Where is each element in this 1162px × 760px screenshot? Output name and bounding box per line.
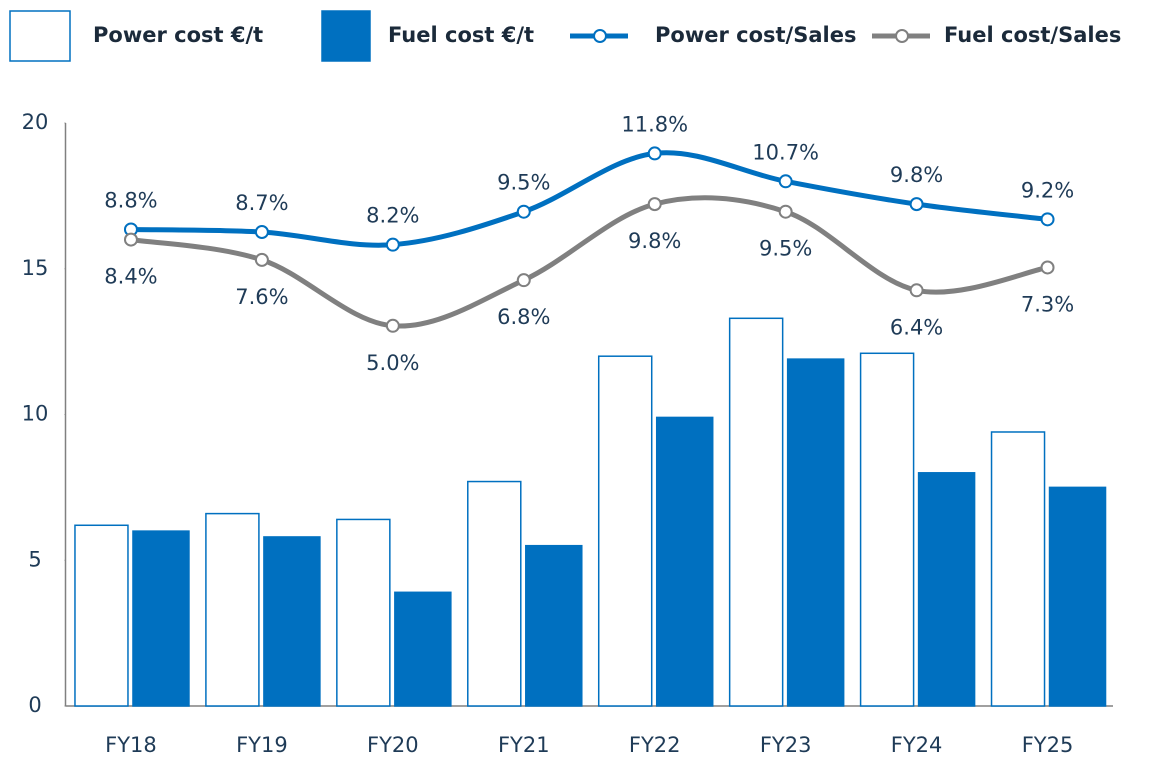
bar bbox=[786, 358, 845, 707]
x-tick-label: FY24 bbox=[891, 733, 943, 757]
line-marker bbox=[1040, 260, 1055, 275]
data-label: 9.8% bbox=[628, 229, 681, 253]
bar bbox=[728, 317, 784, 707]
line-marker bbox=[385, 237, 400, 252]
bar bbox=[990, 431, 1046, 707]
line bbox=[130, 195, 1049, 329]
line bbox=[130, 150, 1048, 248]
line-marker bbox=[385, 318, 400, 333]
data-label: 9.5% bbox=[497, 171, 550, 195]
line-marker bbox=[254, 252, 269, 267]
legend-marker bbox=[895, 29, 909, 43]
bar bbox=[655, 416, 714, 707]
line-marker bbox=[909, 197, 924, 212]
y-tick-label: 20 bbox=[22, 110, 49, 134]
bar bbox=[467, 480, 522, 707]
bar bbox=[74, 524, 129, 707]
y-tick-label: 15 bbox=[22, 256, 49, 280]
data-label: 11.8% bbox=[621, 112, 688, 136]
legend-label: Power cost €/t bbox=[93, 23, 263, 47]
bar bbox=[132, 530, 190, 707]
y-tick-label: 10 bbox=[22, 402, 49, 426]
x-tick-label: FY18 bbox=[105, 733, 157, 757]
bar bbox=[917, 472, 976, 707]
bar bbox=[263, 536, 321, 707]
bar bbox=[205, 512, 260, 707]
data-label: 8.7% bbox=[235, 191, 288, 215]
data-label: 6.4% bbox=[890, 315, 943, 339]
y-tick-label: 5 bbox=[28, 547, 41, 571]
data-label: 6.8% bbox=[497, 305, 550, 329]
line-marker bbox=[123, 232, 138, 247]
x-tick-label: FY20 bbox=[367, 733, 419, 757]
data-label: 8.8% bbox=[104, 188, 157, 212]
line-marker bbox=[909, 283, 924, 298]
x-tick-label: FY19 bbox=[236, 733, 288, 757]
bar bbox=[1048, 486, 1107, 707]
legend-swatch bbox=[9, 10, 71, 62]
bar bbox=[336, 518, 391, 707]
x-tick-label: FY25 bbox=[1022, 733, 1074, 757]
line-marker bbox=[516, 273, 531, 288]
line-marker bbox=[778, 174, 793, 189]
legend-marker bbox=[593, 29, 607, 43]
data-label: 7.6% bbox=[235, 285, 288, 309]
data-label: 5.0% bbox=[366, 351, 419, 375]
bar bbox=[859, 352, 915, 707]
line-marker bbox=[254, 224, 269, 239]
data-label: 10.7% bbox=[752, 140, 819, 164]
data-label: 8.4% bbox=[104, 265, 157, 289]
line-marker bbox=[516, 204, 531, 219]
x-tick-label: FY21 bbox=[498, 733, 550, 757]
bar bbox=[394, 591, 452, 707]
legend-swatch bbox=[321, 10, 371, 62]
line-marker bbox=[1040, 212, 1055, 227]
line-marker bbox=[647, 197, 662, 212]
x-tick-label: FY22 bbox=[629, 733, 681, 757]
data-label: 9.5% bbox=[759, 237, 812, 261]
data-label: 9.2% bbox=[1021, 178, 1074, 202]
line-marker bbox=[778, 204, 793, 219]
line-marker bbox=[647, 146, 662, 161]
bar bbox=[525, 544, 583, 707]
data-label: 8.2% bbox=[366, 204, 419, 228]
legend-label: Fuel cost/Sales bbox=[944, 23, 1121, 47]
x-tick-label: FY23 bbox=[760, 733, 812, 757]
bar bbox=[597, 355, 653, 707]
legend-label: Fuel cost €/t bbox=[388, 23, 534, 47]
legend-label: Power cost/Sales bbox=[655, 23, 856, 47]
y-tick-label: 0 bbox=[28, 693, 41, 717]
data-label: 9.8% bbox=[890, 163, 943, 187]
data-label: 7.3% bbox=[1021, 292, 1074, 316]
